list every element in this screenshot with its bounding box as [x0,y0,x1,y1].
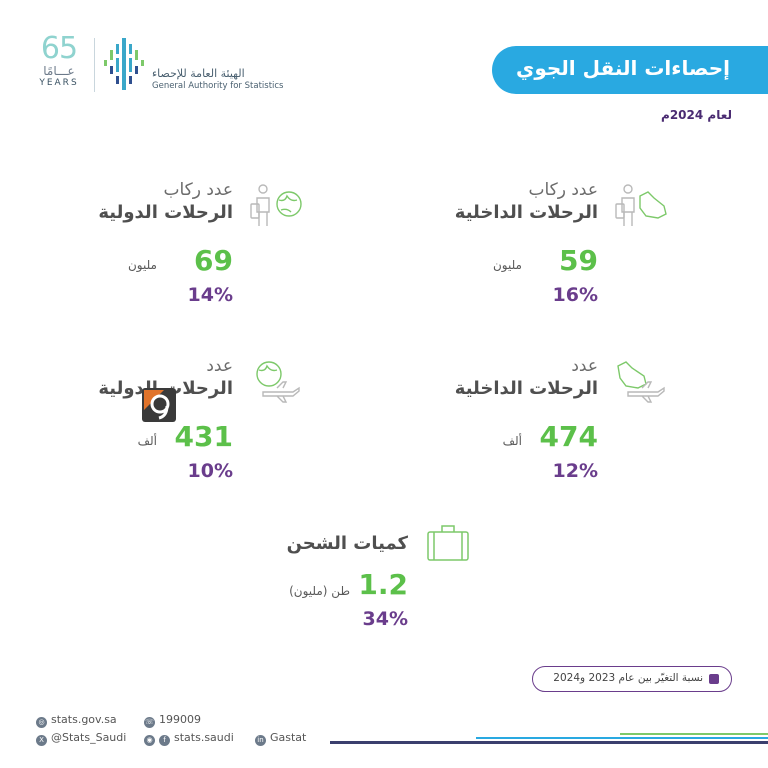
watermark-badge-icon [142,388,176,422]
globe-airplane-icon [256,361,300,403]
card-line1: عدد [571,356,598,376]
footer-line-green [620,733,768,735]
card-unit: ألف [502,434,522,448]
footer-linkedin-text: Gastat [270,731,307,744]
traveler-globe-icon [250,184,302,226]
footer-phone-text: 199009 [159,713,201,726]
card-change-percent: 12% [552,460,598,482]
gastat-logo-icon [104,38,144,90]
stat-card-domestic-flights: عدد الرحلات الداخلية 474 ألف 12% [0,356,665,506]
cargo-box-icon [427,525,469,561]
card-value: 431 [174,420,233,453]
footer-line-dark [330,741,768,744]
org-name-arabic: الهيئة العامة للإحصاء [152,67,245,80]
footer-social-text: stats.saudi [174,731,234,744]
card-line1: عدد ركاب [528,180,598,200]
legend-text: نسبة التغيّر بين عام 2023 و2024 [553,672,703,684]
facebook-icon: f [159,735,170,746]
traveler-saudi-map-icon [615,184,667,226]
x-icon: X [36,735,47,746]
stat-card-international-passengers: عدد ركاب الرحلات الدولية 69 مليون 14% [0,180,302,330]
footer-phone[interactable]: ☏ 199009 [144,713,201,728]
card-line2: الرحلات الداخلية [454,202,598,223]
logo-years-text: YEARS [39,78,79,88]
card-line1: عدد [206,356,233,376]
logo-arabic-text: عـــامًا [43,64,75,78]
card-value: 474 [539,420,598,453]
footer-x-handle[interactable]: X @Stats_Saudi [36,731,126,746]
card-unit: ألف [137,434,157,448]
logo-number: 65 [40,31,78,66]
page-title-banner: إحصاءات النقل الجوي [492,46,768,94]
stat-card-international-flights: عدد الرحلات الدولية 431 ألف 10% [0,356,300,506]
footer-linkedin[interactable]: in Gastat [255,731,306,746]
65-years-logo: 65 عـــامًا YEARS [34,34,84,89]
card-change-percent: 14% [187,284,233,306]
org-name-english: General Authority for Statistics [152,81,284,91]
saudi-map-airplane-icon [617,361,665,403]
footer-line-teal [476,737,768,739]
linkedin-icon: in [255,735,266,746]
card-value: 69 [194,244,233,277]
card-unit: مليون [127,258,157,272]
footer-website-text: stats.gov.sa [51,713,117,726]
web-icon: ◎ [36,717,47,728]
card-unit: مليون [492,258,522,272]
footer-website[interactable]: ◎ stats.gov.sa [36,713,117,728]
cargo-unit: طن (مليون) [289,584,350,598]
instagram-icon: ◉ [144,735,155,746]
stat-card-domestic-passengers: عدد ركاب الرحلات الداخلية 59 مليون 16% [0,180,667,330]
footer-x-text: @Stats_Saudi [51,731,127,744]
card-change-percent: 10% [187,460,233,482]
card-change-percent: 16% [552,284,598,306]
cargo-title: كميات الشحن [286,533,408,554]
cargo-value: 1.2 [358,568,408,601]
legend-swatch [709,674,719,684]
card-line2: الرحلات الدولية [98,202,233,223]
page-title: إحصاءات النقل الجوي [515,56,730,80]
card-value: 59 [559,244,598,277]
card-line2: الرحلات الداخلية [454,378,598,399]
cargo-change-percent: 34% [362,608,408,630]
card-line1: عدد ركاب [163,180,233,200]
legend-box: نسبة التغيّر بين عام 2023 و2024 [532,666,732,692]
logo-divider [94,38,95,92]
gastat-name: الهيئة العامة للإحصاء General Authority … [152,67,292,92]
year-label: لعام 2024م [661,108,732,122]
footer-social[interactable]: ◉ f stats.saudi [144,731,234,746]
phone-icon: ☏ [144,717,155,728]
